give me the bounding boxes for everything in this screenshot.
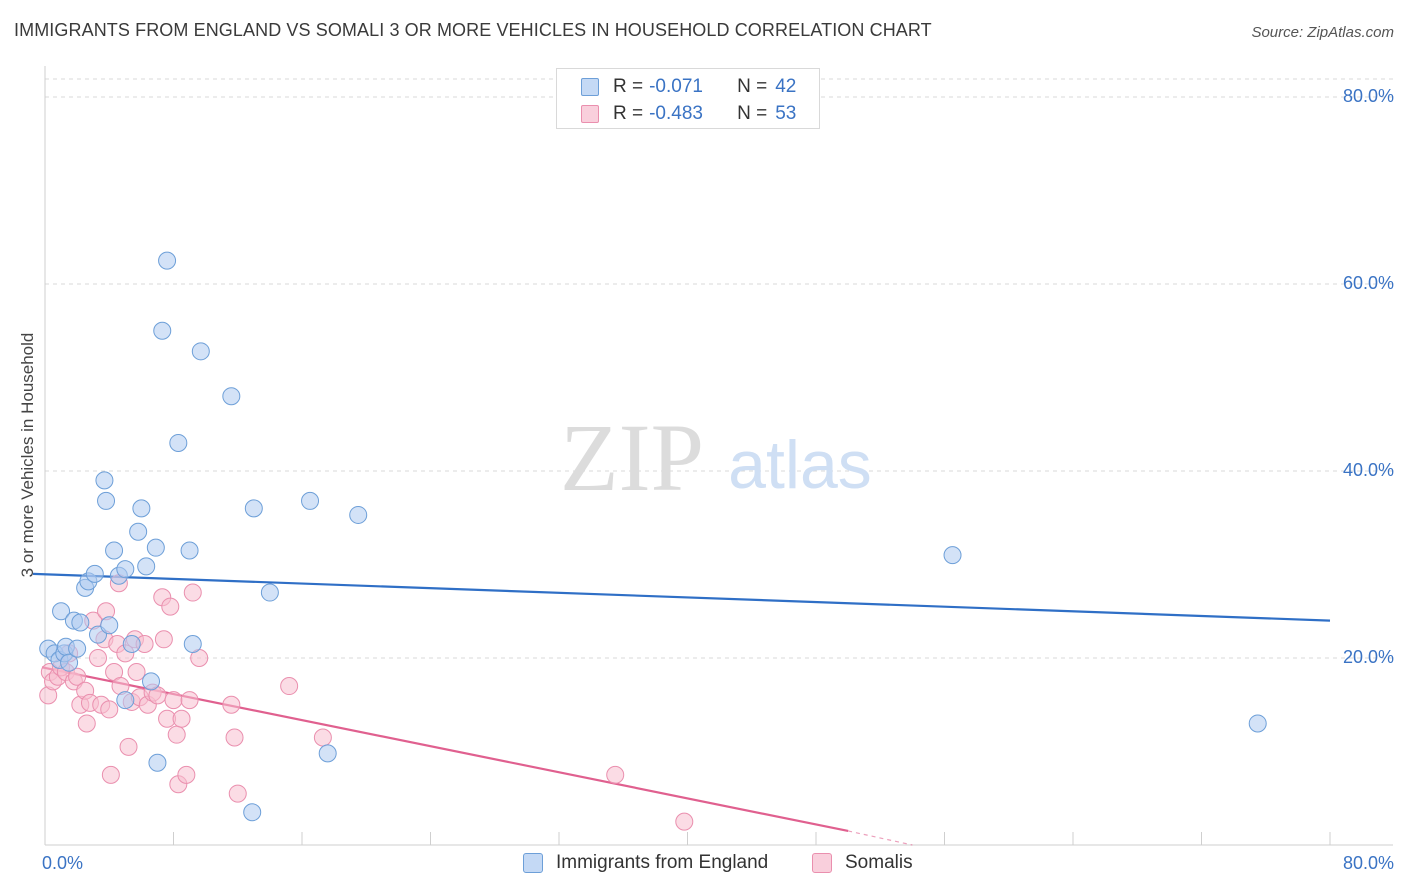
somali-r-value: -0.483	[649, 103, 703, 124]
somali-point	[313, 728, 332, 747]
england-point	[318, 744, 337, 763]
somali-point	[177, 765, 196, 784]
legend-row-england: R = -0.071 N = 42	[581, 75, 796, 99]
somali-point	[180, 691, 199, 710]
england-point	[146, 538, 165, 557]
somali-point	[161, 597, 180, 616]
england-point	[349, 505, 368, 524]
somali-point	[68, 667, 87, 686]
stats-legend: R = -0.071 N = 42 R = -0.483 N = 53	[556, 68, 820, 129]
somali-n-value: 53	[775, 103, 797, 124]
somali-legend-swatch	[812, 853, 832, 873]
somali-point	[127, 663, 146, 682]
somali-point	[183, 583, 202, 602]
somali-point	[100, 700, 119, 719]
england-point	[243, 803, 262, 822]
somali-point	[167, 725, 186, 744]
legend-row-somali: R = -0.483 N = 53	[581, 102, 796, 126]
england-point	[943, 546, 962, 565]
england-r-value: -0.071	[649, 76, 703, 97]
england-point	[169, 433, 188, 452]
england-point	[116, 691, 135, 710]
source-credit: Source: ZipAtlas.com	[1251, 24, 1394, 41]
england-point	[1248, 714, 1267, 733]
england-point	[301, 491, 320, 510]
somali-point	[77, 714, 96, 733]
watermark-atlas: atlas	[728, 427, 872, 503]
somali-point	[101, 765, 120, 784]
x-tick-label-min: 0.0%	[42, 853, 84, 873]
england-point	[116, 560, 135, 579]
england-point	[222, 387, 241, 406]
somali-swatch	[581, 105, 599, 123]
n-label: N =	[737, 76, 768, 97]
legend-item-england[interactable]: Immigrants from England	[523, 852, 768, 874]
england-trend-line	[32, 572, 1331, 622]
somali-legend-label: Somalis	[845, 852, 913, 873]
somali-point	[154, 630, 173, 649]
y-tick-label: 20.0%	[1342, 647, 1394, 667]
england-point	[129, 522, 148, 541]
england-point	[260, 583, 279, 602]
axes	[44, 66, 1393, 846]
england-point	[148, 753, 167, 772]
england-point	[60, 653, 79, 672]
gridlines	[45, 78, 1393, 659]
england-point	[68, 639, 87, 658]
england-point	[137, 557, 156, 576]
england-point	[100, 616, 119, 635]
england-point	[244, 499, 263, 518]
somali-point	[172, 709, 191, 728]
somali-trend-extension	[847, 830, 913, 846]
england-point	[52, 602, 71, 621]
england-point	[105, 541, 124, 560]
chart-title: IMMIGRANTS FROM ENGLAND VS SOMALI 3 OR M…	[14, 20, 932, 40]
england-legend-swatch	[523, 853, 543, 873]
watermark-zip: ZIP	[560, 404, 704, 511]
somali-point	[225, 728, 244, 747]
england-point	[158, 251, 177, 270]
r-label: R =	[613, 103, 644, 124]
n-label: N =	[737, 103, 768, 124]
somali-point	[164, 691, 183, 710]
england-point	[122, 634, 141, 653]
y-tick-label: 80.0%	[1342, 86, 1394, 106]
england-point	[132, 499, 151, 518]
legend-item-somali[interactable]: Somalis	[812, 852, 913, 874]
somali-point	[119, 737, 138, 756]
somali-point	[222, 695, 241, 714]
y-tick-label: 60.0%	[1342, 273, 1394, 293]
somali-point	[606, 765, 625, 784]
x-tick-label-max: 80.0%	[1342, 853, 1394, 873]
england-n-value: 42	[775, 76, 797, 97]
somali-point	[280, 677, 299, 696]
england-point	[97, 491, 116, 510]
england-point	[142, 672, 161, 691]
england-point	[191, 342, 210, 361]
england-point	[183, 634, 202, 653]
england-legend-label: Immigrants from England	[556, 852, 769, 873]
somali-point	[89, 649, 108, 667]
y-tick-label: 40.0%	[1342, 460, 1394, 480]
england-point	[71, 613, 90, 632]
england-point	[95, 471, 114, 490]
england-point	[85, 564, 104, 583]
england-point	[180, 541, 199, 560]
series-legend: Immigrants from England Somalis	[0, 852, 1406, 878]
r-label: R =	[613, 76, 644, 97]
data-points	[39, 251, 1267, 831]
england-swatch	[581, 78, 599, 96]
somali-point	[228, 784, 247, 803]
somali-point	[675, 812, 694, 831]
england-point	[153, 321, 172, 340]
